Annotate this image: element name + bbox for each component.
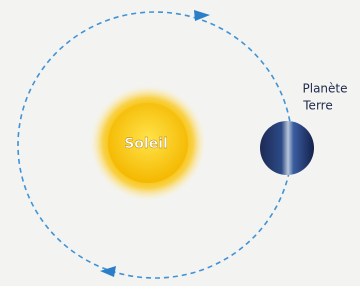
orbit-diagram: Soleil Planète Terre <box>0 0 360 286</box>
earth <box>260 121 314 175</box>
earth-label: Terre <box>302 99 332 113</box>
earth-label: Planète <box>303 82 348 96</box>
sun-label: Soleil <box>124 136 168 152</box>
